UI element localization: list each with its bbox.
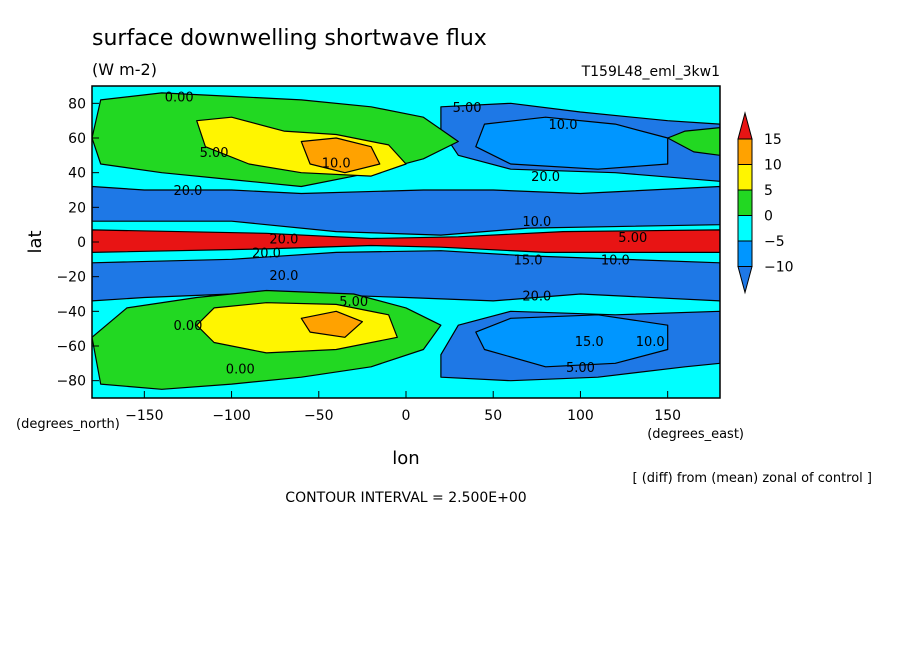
contour-label-2: 10.0 bbox=[549, 118, 578, 133]
x-tick-label-3: 0 bbox=[402, 408, 411, 424]
colorbar-segment-2 bbox=[737, 215, 753, 242]
y-axis-label: lat bbox=[25, 230, 46, 253]
contour-label-15: 5.00 bbox=[339, 295, 368, 310]
contour-label-18: 10.0 bbox=[636, 335, 665, 350]
y-tick-label-6: 40 bbox=[68, 166, 86, 182]
contour-label-1: 5.00 bbox=[453, 101, 482, 116]
contour-interval-text: CONTOUR INTERVAL = 2.500E+00 bbox=[285, 490, 526, 506]
y-tick-label-1: −60 bbox=[56, 339, 86, 355]
contour-label-0: 0.00 bbox=[165, 90, 194, 105]
colorbar-segment-6 bbox=[737, 111, 753, 140]
colorbar-segment-5 bbox=[737, 138, 753, 165]
contour-region-6 bbox=[92, 229, 720, 253]
colorbar-segment-0 bbox=[737, 266, 753, 295]
x-tick-label-2: −50 bbox=[304, 408, 334, 424]
contour-label-20: 5.00 bbox=[566, 361, 595, 376]
y-tick-label-8: 80 bbox=[68, 96, 86, 112]
contour-label-4: 10.0 bbox=[322, 156, 351, 171]
chart-title: surface downwelling shortwave flux bbox=[92, 26, 487, 51]
x-tick-label-4: 50 bbox=[484, 408, 502, 424]
colorbar-label-1: −5 bbox=[764, 234, 785, 250]
contour-label-9: 5.00 bbox=[618, 231, 647, 246]
x-axis-label: lon bbox=[392, 448, 419, 469]
colorbar-segment-4 bbox=[737, 164, 753, 191]
contour-label-8: 20.0 bbox=[269, 233, 298, 248]
x-tick-label-5: 100 bbox=[567, 408, 594, 424]
contour-label-19: 0.00 bbox=[226, 363, 255, 378]
colorbar-segment-1 bbox=[737, 240, 753, 267]
dataset-label: T159L48_eml_3kw1 bbox=[581, 64, 720, 80]
contour-label-14: 20.0 bbox=[522, 290, 551, 305]
contour-region-9 bbox=[667, 126, 720, 156]
x-axis-units: (degrees_east) bbox=[647, 427, 744, 442]
contour-region-0 bbox=[92, 250, 720, 302]
contour-region-12 bbox=[300, 137, 381, 174]
colorbar-segment-3 bbox=[737, 189, 753, 216]
y-tick-label-4: 0 bbox=[77, 235, 86, 251]
y-tick-label-3: −20 bbox=[56, 270, 86, 286]
y-tick-label-0: −80 bbox=[56, 374, 86, 390]
y-tick-label-7: 60 bbox=[68, 131, 86, 147]
contour-label-11: 15.0 bbox=[514, 253, 543, 268]
contour-label-13: 20.0 bbox=[269, 269, 298, 284]
contour-label-5: 20.0 bbox=[531, 170, 560, 185]
contour-region-5 bbox=[475, 314, 669, 368]
colorbar-label-3: 5 bbox=[764, 183, 773, 199]
colorbar-label-5: 15 bbox=[764, 132, 782, 148]
x-tick-label-6: 150 bbox=[654, 408, 681, 424]
y-axis-units: (degrees_north) bbox=[16, 417, 120, 432]
colorbar: −10 −5 0 5 10 15 bbox=[737, 111, 794, 295]
contour-label-3: 5.00 bbox=[200, 146, 229, 161]
contour-label-10: 20.0 bbox=[252, 246, 281, 261]
x-axis: −150 −100 −50 0 50 100 150 bbox=[125, 391, 681, 424]
y-axis: −80 −60 −40 −20 0 20 40 60 80 bbox=[56, 96, 99, 390]
contour-region-1 bbox=[92, 185, 720, 236]
operation-note: [ (diff) from (mean) zonal of control ] bbox=[633, 471, 872, 486]
units-label: (W m-2) bbox=[92, 60, 157, 79]
colorbar-label-0: −10 bbox=[764, 260, 794, 276]
x-tick-label-0: −150 bbox=[125, 408, 163, 424]
contour-label-12: 10.0 bbox=[601, 253, 630, 268]
contour-label-17: 15.0 bbox=[575, 335, 604, 350]
y-tick-label-2: −40 bbox=[56, 304, 86, 320]
contour-label-6: 20.0 bbox=[173, 184, 202, 199]
y-tick-label-5: 20 bbox=[68, 200, 86, 216]
contour-region-13 bbox=[300, 310, 363, 338]
colorbar-label-2: 0 bbox=[764, 209, 773, 225]
contour-label-16: 0.00 bbox=[173, 319, 202, 334]
x-tick-label-1: −100 bbox=[212, 408, 250, 424]
contour-region-4 bbox=[475, 116, 669, 170]
colorbar-label-4: 10 bbox=[764, 158, 782, 174]
contour-label-7: 10.0 bbox=[522, 215, 551, 230]
